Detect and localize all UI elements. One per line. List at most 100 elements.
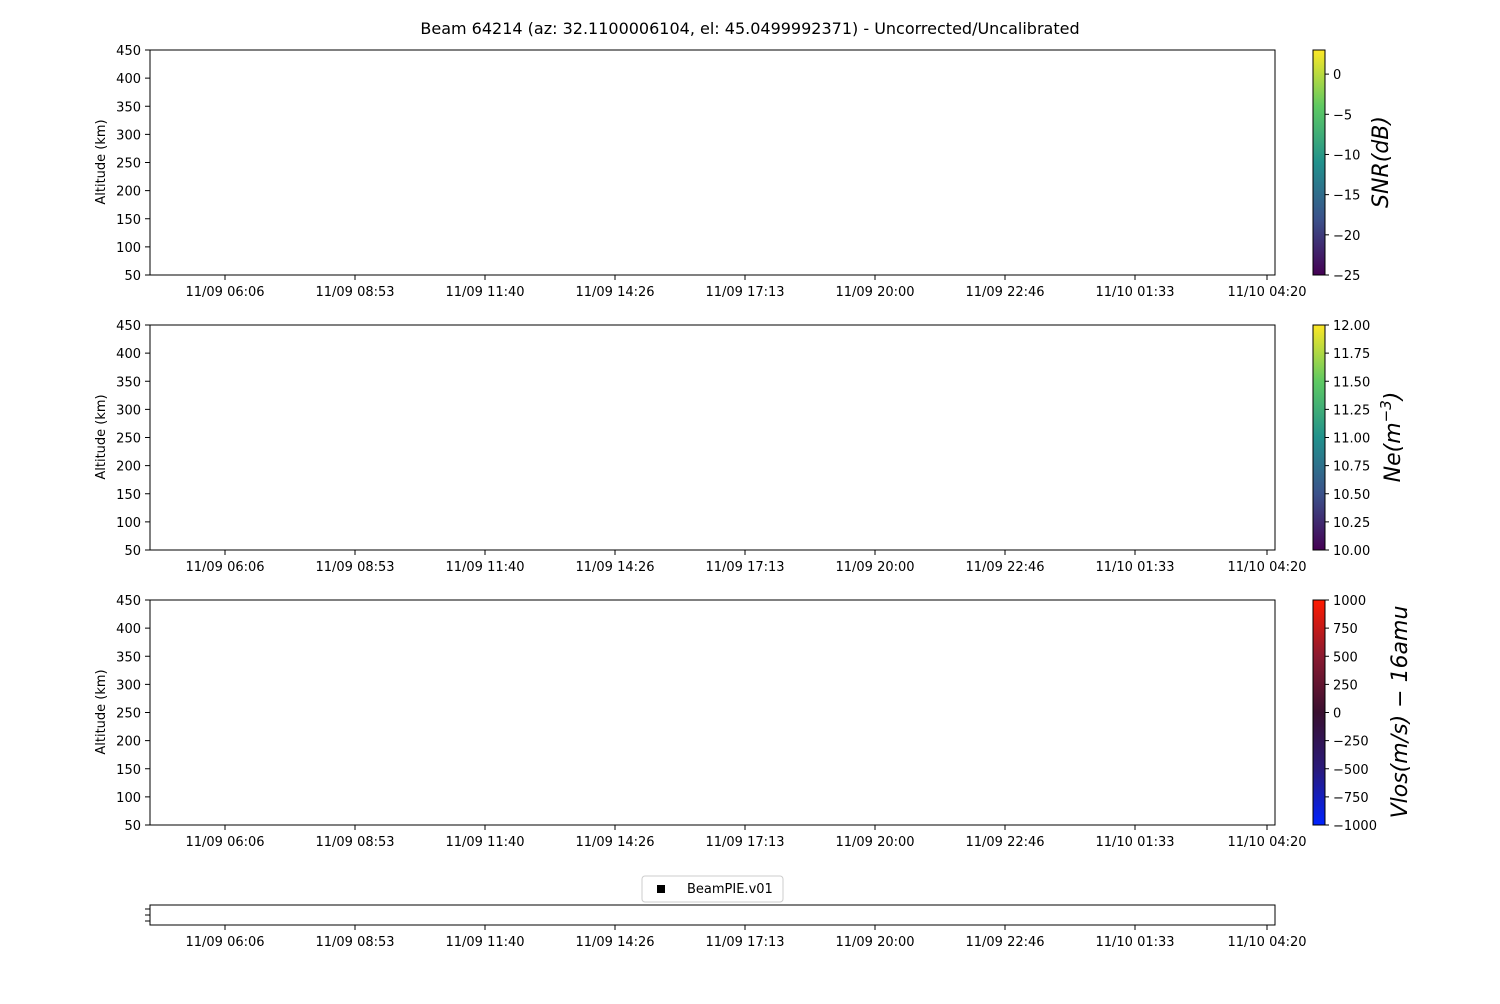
x-tick-label: 11/09 06:06 — [185, 560, 264, 575]
y-tick-label: 150 — [116, 763, 141, 778]
y-tick-label: 350 — [116, 650, 141, 665]
y-tick-label: 200 — [116, 460, 141, 475]
y-tick-label: 300 — [116, 678, 141, 693]
y-tick-label: 150 — [116, 213, 141, 228]
y-tick-label: 350 — [116, 375, 141, 390]
x-tick-label: 11/10 04:20 — [1227, 835, 1306, 850]
colorbar-tick-label: 11.75 — [1333, 347, 1370, 362]
y-tick-label: 300 — [116, 403, 141, 418]
x-tick-label: 11/09 08:53 — [315, 835, 394, 850]
y-tick-label: 350 — [116, 100, 141, 115]
x-tick-label: 11/09 06:06 — [185, 835, 264, 850]
y-tick-label: 50 — [124, 544, 141, 559]
y-tick-label: 50 — [124, 269, 141, 284]
x-tick-label: 11/09 17:13 — [705, 285, 784, 300]
x-tick-label: 11/09 14:26 — [575, 560, 654, 575]
colorbar-tick-label: 11.00 — [1333, 432, 1370, 447]
x-tick-label: 11/09 20:00 — [835, 835, 914, 850]
y-tick-label: 100 — [116, 791, 141, 806]
colorbar-tick-label: 1000 — [1333, 594, 1366, 609]
y-axis-label: Altitude (km) — [94, 394, 109, 479]
x-tick-label: 11/09 22:46 — [965, 285, 1044, 300]
x-tick-label: 11/09 14:26 — [575, 285, 654, 300]
colorbar-tick-label: −20 — [1333, 229, 1360, 244]
x-tick-label: 11/09 14:26 — [575, 835, 654, 850]
colorbar-tick-label: 10.00 — [1333, 544, 1370, 559]
x-tick-label: 11/09 22:46 — [965, 835, 1044, 850]
x-tick-label: 11/10 01:33 — [1095, 285, 1174, 300]
x-tick-label: 11/09 08:53 — [315, 285, 394, 300]
y-tick-label: 250 — [116, 432, 141, 447]
colorbar-tick-label: 0 — [1333, 707, 1341, 722]
x-tick-label: 11/09 08:53 — [315, 935, 394, 950]
colorbar-tick-label: 250 — [1333, 678, 1358, 693]
colorbar-label-main: SNR(dB) — [1369, 116, 1394, 208]
colorbar-label-superscript: −3 — [1377, 400, 1395, 422]
colorbar-label: SNR(dB) — [1369, 116, 1394, 208]
y-axis-label: Altitude (km) — [94, 119, 109, 204]
colorbar-tick-label: 750 — [1333, 622, 1358, 637]
colorbar-label-main: Ne(m — [1381, 422, 1406, 482]
colorbar-tick-label: 11.50 — [1333, 375, 1370, 390]
legend-label: BeamPIE.v01 — [687, 882, 773, 897]
beam-panel — [149, 904, 1276, 926]
colorbar-tick-label: −15 — [1333, 189, 1360, 204]
y-tick-label: 400 — [116, 622, 141, 637]
y-axis-label: Altitude (km) — [94, 669, 109, 754]
y-tick-label: 450 — [116, 44, 141, 59]
x-tick-label: 11/09 11:40 — [445, 560, 524, 575]
x-tick-label: 11/09 20:00 — [835, 560, 914, 575]
x-tick-label: 11/10 01:33 — [1095, 835, 1174, 850]
legend-box — [641, 875, 784, 903]
x-tick-label: 11/09 06:06 — [185, 285, 264, 300]
colorbar-tick-label: 10.50 — [1333, 488, 1370, 503]
colorbar-tick-label: 10.25 — [1333, 516, 1370, 531]
colorbar-1 — [1312, 49, 1326, 276]
x-tick-label: 11/10 04:20 — [1227, 935, 1306, 950]
x-tick-label: 11/10 01:33 — [1095, 560, 1174, 575]
y-tick-label: 400 — [116, 72, 141, 87]
colorbar-tick-label: −1000 — [1333, 819, 1377, 834]
x-tick-label: 11/09 17:13 — [705, 935, 784, 950]
x-tick-label: 11/09 17:13 — [705, 560, 784, 575]
colorbar-tick-label: −10 — [1333, 148, 1360, 163]
x-tick-label: 11/09 17:13 — [705, 835, 784, 850]
y-tick-label: 250 — [116, 707, 141, 722]
plot-area-1 — [149, 49, 1276, 276]
x-tick-label: 11/10 04:20 — [1227, 560, 1306, 575]
y-tick-label: 300 — [116, 128, 141, 143]
colorbar-label-tail: ) — [1381, 392, 1406, 403]
colorbar-tick-label: −250 — [1333, 735, 1369, 750]
colorbar-label: Vlos(m/s) − 16amu — [1388, 606, 1413, 819]
x-tick-label: 11/09 11:40 — [445, 935, 524, 950]
y-tick-label: 100 — [116, 516, 141, 531]
y-tick-label: 250 — [116, 157, 141, 172]
colorbar-3 — [1312, 599, 1326, 826]
chart-title: Beam 64214 (az: 32.1100006104, el: 45.04… — [420, 19, 1079, 38]
colorbar-tick-label: 11.25 — [1333, 403, 1370, 418]
x-tick-label: 11/09 11:40 — [445, 835, 524, 850]
y-tick-label: 200 — [116, 735, 141, 750]
x-tick-label: 11/09 14:26 — [575, 935, 654, 950]
colorbar-tick-label: 0 — [1333, 68, 1341, 83]
y-tick-label: 450 — [116, 594, 141, 609]
x-tick-label: 11/10 01:33 — [1095, 935, 1174, 950]
plot-area-2 — [149, 324, 1276, 551]
y-tick-label: 50 — [124, 819, 141, 834]
colorbar-tick-label: 500 — [1333, 650, 1358, 665]
y-tick-label: 100 — [116, 241, 141, 256]
plot-area-3 — [149, 599, 1276, 826]
legend: BeamPIE.v01 — [641, 875, 784, 903]
y-tick-label: 200 — [116, 185, 141, 200]
colorbar-2 — [1312, 324, 1326, 551]
x-tick-label: 11/09 11:40 — [445, 285, 524, 300]
colorbar-tick-label: −25 — [1333, 269, 1360, 284]
colorbar-tick-label: −500 — [1333, 763, 1369, 778]
legend-marker-square — [657, 885, 665, 893]
x-tick-label: 11/09 22:46 — [965, 560, 1044, 575]
y-tick-label: 400 — [116, 347, 141, 362]
x-tick-label: 11/09 20:00 — [835, 935, 914, 950]
colorbar-tick-label: −750 — [1333, 791, 1369, 806]
colorbar-tick-label: 12.00 — [1333, 319, 1370, 334]
y-tick-label: 150 — [116, 488, 141, 503]
